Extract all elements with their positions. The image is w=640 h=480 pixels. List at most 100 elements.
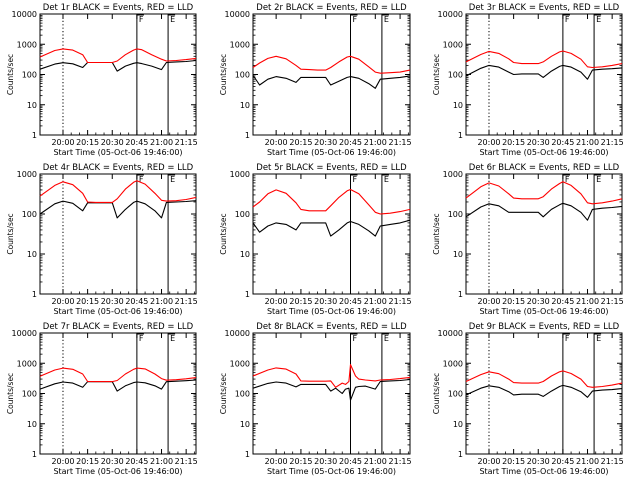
x-tick-label: 21:00	[364, 457, 387, 466]
panel-title: Det 2r BLACK = Events, RED = LLD	[256, 3, 407, 13]
lld-rate-series-line	[252, 188, 411, 215]
y-axis-label: Counts/sec	[219, 54, 228, 95]
x-tick-label: 20:00	[51, 457, 74, 466]
y-axis-label: Counts/sec	[432, 54, 441, 95]
x-axis-label: Start Time (05-Oct-06 19:46:00)	[53, 307, 182, 316]
y-tick-label: 1000	[230, 170, 250, 179]
y-tick-label: 10	[240, 250, 250, 259]
x-tick-label: 21:15	[601, 457, 624, 466]
x-tick-label: 20:30	[527, 297, 550, 306]
y-axis-label: Counts/sec	[6, 373, 15, 414]
y-axis-label: Counts/sec	[6, 213, 15, 254]
x-tick-label: 21:15	[601, 297, 624, 306]
panel-title: Det 5r BLACK = Events, RED = LLD	[256, 163, 407, 173]
x-tick-label: 21:00	[576, 297, 599, 306]
plot-frame	[252, 13, 411, 136]
x-tick-label: 20:45	[339, 457, 362, 466]
y-tick-label: 10	[27, 250, 37, 259]
y-tick-label: 1000	[230, 40, 250, 49]
plot-frame	[252, 173, 411, 295]
y-tick-label: 1000	[17, 40, 37, 49]
marker-label: E	[170, 15, 175, 24]
panel-title: Det 7r BLACK = Events, RED = LLD	[43, 322, 194, 332]
y-tick-label: 100	[448, 390, 463, 399]
x-tick-label: 20:30	[101, 138, 124, 147]
y-tick-label: 1	[245, 450, 250, 459]
marker-label: E	[384, 15, 389, 24]
x-axis-label: Start Time (05-Oct-06 19:46:00)	[267, 307, 396, 316]
chart-panel-det-4r: Det 4r BLACK = Events, RED = LLD 1 10 100 10…	[6, 163, 198, 316]
lld-rate-series-line	[252, 364, 411, 388]
lld-rate-series-line	[465, 50, 623, 69]
y-tick-label: 10000	[12, 329, 37, 338]
x-tick-label: 20:45	[551, 297, 574, 306]
y-tick-label: 100	[448, 210, 463, 219]
y-tick-label: 10000	[438, 10, 463, 19]
lld-rate-series-line	[39, 367, 197, 383]
y-tick-label: 1	[458, 290, 463, 299]
y-tick-label: 1000	[230, 359, 250, 368]
event-rate-series-line	[465, 202, 623, 221]
panel-title: Det 6r BLACK = Events, RED = LLD	[469, 163, 620, 173]
x-tick-label: 21:15	[389, 457, 412, 466]
lld-rate-series-line	[39, 180, 197, 203]
y-tick-label: 10	[453, 420, 463, 429]
y-tick-label: 1000	[17, 170, 37, 179]
marker-label: F	[353, 15, 358, 24]
event-rate-series-line	[39, 379, 197, 392]
y-tick-label: 1	[458, 131, 463, 140]
event-rate-series-line	[39, 59, 197, 72]
y-tick-label: 10000	[225, 329, 250, 338]
y-tick-label: 1000	[17, 359, 37, 368]
x-axis-label: Start Time (05-Oct-06 19:46:00)	[479, 307, 608, 316]
chart-panel-det-3r: Det 3r BLACK = Events, RED = LLD 1 10 100 10…	[432, 3, 624, 157]
chart-panel-det-5r: Det 5r BLACK = Events, RED = LLD 1 10 100 10…	[219, 163, 412, 316]
plot-frame	[252, 332, 411, 455]
y-tick-label: 1000	[443, 170, 463, 179]
event-rate-series-line	[252, 378, 411, 401]
marker-label: F	[353, 334, 358, 343]
panel-title: Det 9r BLACK = Events, RED = LLD	[469, 322, 620, 332]
x-tick-label: 20:00	[265, 457, 288, 466]
x-tick-label: 20:30	[101, 297, 124, 306]
chart-panel-det-2r: Det 2r BLACK = Events, RED = LLD 1 10 100 10…	[219, 3, 412, 157]
y-tick-label: 10	[27, 420, 37, 429]
x-tick-label: 20:45	[125, 457, 148, 466]
marker-label: E	[596, 15, 601, 24]
panel-title: Det 8r BLACK = Events, RED = LLD	[256, 322, 407, 332]
lld-rate-series-line	[39, 48, 197, 64]
y-tick-label: 1	[245, 131, 250, 140]
chart-panel-det-9r: Det 9r BLACK = Events, RED = LLD 1 10 100 10…	[432, 322, 624, 476]
y-tick-label: 1	[458, 450, 463, 459]
x-tick-label: 21:00	[150, 457, 173, 466]
marker-label: F	[139, 175, 144, 184]
panel-title: Det 3r BLACK = Events, RED = LLD	[469, 3, 620, 13]
x-tick-label: 20:45	[339, 138, 362, 147]
event-rate-series-line	[252, 219, 411, 237]
x-tick-label: 20:30	[101, 457, 124, 466]
x-tick-label: 20:00	[265, 297, 288, 306]
x-axis-label: Start Time (05-Oct-06 19:46:00)	[267, 148, 396, 157]
x-tick-label: 20:45	[125, 297, 148, 306]
x-tick-label: 21:00	[576, 457, 599, 466]
event-rate-series-line	[465, 64, 623, 80]
y-tick-label: 1	[32, 450, 37, 459]
x-axis-label: Start Time (05-Oct-06 19:46:00)	[53, 148, 182, 157]
marker-label: E	[384, 175, 389, 184]
x-axis-label: Start Time (05-Oct-06 19:46:00)	[479, 467, 608, 476]
x-axis-label: Start Time (05-Oct-06 19:46:00)	[267, 467, 396, 476]
y-tick-label: 10	[240, 101, 250, 110]
y-tick-label: 100	[235, 210, 250, 219]
marker-label: F	[565, 334, 570, 343]
x-tick-label: 20:45	[339, 297, 362, 306]
y-axis-label: Counts/sec	[432, 213, 441, 254]
x-tick-label: 21:00	[576, 138, 599, 147]
lld-rate-series-line	[465, 181, 623, 205]
x-tick-label: 20:15	[76, 457, 99, 466]
y-tick-label: 1	[32, 131, 37, 140]
y-axis-label: Counts/sec	[432, 373, 441, 414]
y-tick-label: 100	[235, 71, 250, 80]
marker-label: F	[139, 15, 144, 24]
x-tick-label: 20:00	[265, 138, 288, 147]
